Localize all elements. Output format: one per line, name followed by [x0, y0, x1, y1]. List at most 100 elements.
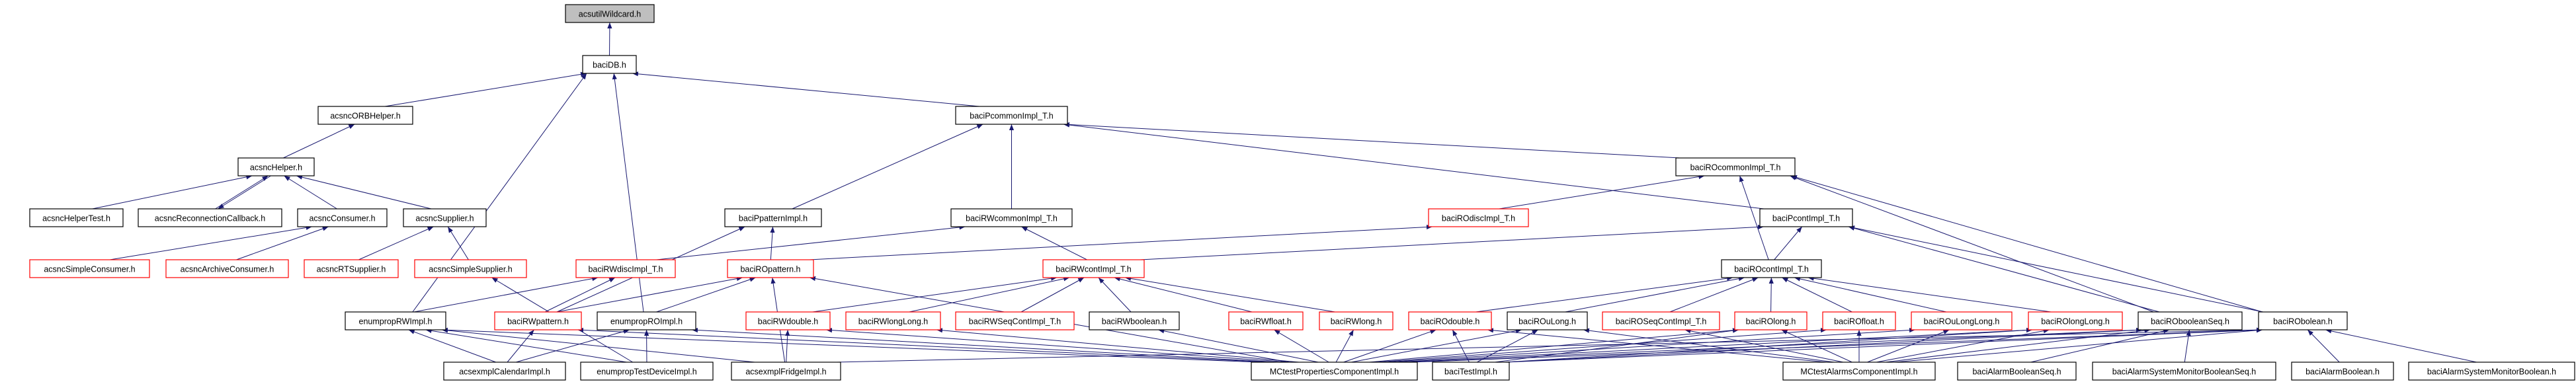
node-box[interactable]	[955, 311, 1075, 330]
node-helperTest[interactable]: acsncHelperTest.h	[29, 208, 124, 227]
node-box[interactable]	[1428, 208, 1529, 227]
node-box[interactable]	[2028, 311, 2123, 330]
node-box[interactable]	[297, 208, 388, 227]
node-box[interactable]	[1319, 311, 1393, 330]
node-alarmBool[interactable]: baciAlarmBoolean.h	[2291, 362, 2394, 381]
node-mcProps[interactable]: MCtestPropertiesComponentImpl.h	[1251, 362, 1418, 381]
node-rwpattern[interactable]: baciRWpattern.h	[494, 311, 582, 330]
node-box[interactable]	[165, 259, 289, 278]
node-box[interactable]	[414, 259, 527, 278]
node-calendar[interactable]: acsexmplCalendarImpl.h	[443, 362, 566, 381]
node-box[interactable]	[317, 106, 413, 125]
node-box[interactable]	[1759, 208, 1853, 227]
node-fridge[interactable]: acsexmplFridgeImpl.h	[731, 362, 841, 381]
node-rwlong[interactable]: baciRWlong.h	[1319, 311, 1393, 330]
node-rocont[interactable]: baciROcontImpl_T.h	[1721, 259, 1822, 278]
node-box[interactable]	[345, 311, 446, 330]
node-box[interactable]	[304, 259, 399, 278]
node-rwseqcont[interactable]: baciRWSeqContImpl_T.h	[955, 311, 1075, 330]
node-box[interactable]	[1911, 311, 2013, 330]
node-rwcommon[interactable]: baciRWcommonImpl_T.h	[950, 208, 1073, 227]
node-box[interactable]	[727, 259, 814, 278]
node-simpleConsumer[interactable]: acsncSimpleConsumer.h	[29, 259, 150, 278]
node-box[interactable]	[1042, 259, 1145, 278]
node-reconnect[interactable]: acsncReconnectionCallback.h	[138, 208, 282, 227]
node-simpleSupplier[interactable]: acsncSimpleSupplier.h	[414, 259, 527, 278]
node-box[interactable]	[1602, 311, 1720, 330]
node-box[interactable]	[955, 106, 1068, 125]
node-box[interactable]	[2291, 362, 2394, 381]
node-roseqcont[interactable]: baciROSeqContImpl_T.h	[1602, 311, 1720, 330]
node-box[interactable]	[731, 362, 841, 381]
node-box[interactable]	[597, 311, 696, 330]
node-box[interactable]	[565, 4, 655, 23]
node-box[interactable]	[1251, 362, 1418, 381]
node-testImpl[interactable]: baciTestImpl.h	[1432, 362, 1510, 381]
node-box[interactable]	[950, 208, 1073, 227]
node-box[interactable]	[138, 208, 282, 227]
node-rolonglong[interactable]: baciROlongLong.h	[2028, 311, 2123, 330]
node-box[interactable]	[745, 311, 831, 330]
node-box[interactable]	[1675, 157, 1796, 176]
node-box[interactable]	[2408, 362, 2575, 381]
node-rtSupplier[interactable]: acsncRTSupplier.h	[304, 259, 399, 278]
node-ppattern[interactable]: baciPpatternImpl.h	[724, 208, 822, 227]
node-ropattern[interactable]: baciROpattern.h	[727, 259, 814, 278]
node-rocommon[interactable]: baciROcommonImpl_T.h	[1675, 157, 1796, 176]
node-supplier[interactable]: acsncSupplier.h	[403, 208, 487, 227]
node-mcAlarms[interactable]: MCtestAlarmsComponentImpl.h	[1782, 362, 1936, 381]
node-box[interactable]	[1228, 311, 1304, 330]
node-box[interactable]	[2258, 311, 2348, 330]
node-rwdisc[interactable]: baciRWdiscImpl_T.h	[575, 259, 676, 278]
node-consumer[interactable]: acsncConsumer.h	[297, 208, 388, 227]
node-box[interactable]	[1822, 311, 1896, 330]
node-box[interactable]	[845, 311, 941, 330]
node-rwlonglong[interactable]: baciRWlongLong.h	[845, 311, 941, 330]
node-box[interactable]	[582, 55, 637, 74]
node-rodisc[interactable]: baciROdiscImpl_T.h	[1428, 208, 1529, 227]
node-box[interactable]	[29, 259, 150, 278]
node-roulonglong[interactable]: baciROuLongLong.h	[1911, 311, 2013, 330]
node-asmBoolSeq[interactable]: baciAlarmSystemMonitorBooleanSeq.h	[2092, 362, 2276, 381]
node-box[interactable]	[237, 157, 315, 176]
node-rwcont[interactable]: baciRWcontImpl_T.h	[1042, 259, 1145, 278]
node-pcommon[interactable]: baciPcommonImpl_T.h	[955, 106, 1068, 125]
node-box[interactable]	[2092, 362, 2276, 381]
node-enumRW[interactable]: enumpropRWImpl.h	[345, 311, 446, 330]
node-box[interactable]	[1089, 311, 1180, 330]
node-robool[interactable]: baciRObolean.h	[2258, 311, 2348, 330]
node-rodouble[interactable]: baciROdouble.h	[1408, 311, 1492, 330]
node-box[interactable]	[575, 259, 676, 278]
node-rwfloat[interactable]: baciRWfloat.h	[1228, 311, 1304, 330]
node-wildcard[interactable]: acsutilWildcard.h	[565, 4, 655, 23]
node-ncHelper[interactable]: acsncHelper.h	[237, 157, 315, 176]
node-testDevice[interactable]: enumpropTestDeviceImpl.h	[580, 362, 714, 381]
node-rwdouble[interactable]: baciRWdouble.h	[745, 311, 831, 330]
node-roboolseq[interactable]: baciRObooleanSeq.h	[2138, 311, 2243, 330]
node-pcont[interactable]: baciPcontImpl_T.h	[1759, 208, 1853, 227]
node-rofloat[interactable]: baciROfloat.h	[1822, 311, 1896, 330]
node-rolong[interactable]: baciROlong.h	[1734, 311, 1807, 330]
node-box[interactable]	[1734, 311, 1807, 330]
node-box[interactable]	[1957, 362, 2077, 381]
node-roulong[interactable]: baciROuLong.h	[1507, 311, 1588, 330]
node-box[interactable]	[29, 208, 124, 227]
node-box[interactable]	[724, 208, 822, 227]
node-box[interactable]	[1408, 311, 1492, 330]
node-box[interactable]	[580, 362, 714, 381]
node-box[interactable]	[1507, 311, 1588, 330]
node-box[interactable]	[403, 208, 487, 227]
node-box[interactable]	[1721, 259, 1822, 278]
node-rwboolean[interactable]: baciRWboolean.h	[1089, 311, 1180, 330]
node-asmBool[interactable]: baciAlarmSystemMonitorBoolean.h	[2408, 362, 2575, 381]
node-orbHelper[interactable]: acsncORBHelper.h	[317, 106, 413, 125]
node-box[interactable]	[2138, 311, 2243, 330]
node-box[interactable]	[1782, 362, 1936, 381]
node-archiveConsumer[interactable]: acsncArchiveConsumer.h	[165, 259, 289, 278]
node-enumRO[interactable]: enumpropROImpl.h	[597, 311, 696, 330]
node-baciDB[interactable]: baciDB.h	[582, 55, 637, 74]
node-box[interactable]	[494, 311, 582, 330]
node-box[interactable]	[1432, 362, 1510, 381]
node-box[interactable]	[443, 362, 566, 381]
node-alarmBoolSeq[interactable]: baciAlarmBooleanSeq.h	[1957, 362, 2077, 381]
